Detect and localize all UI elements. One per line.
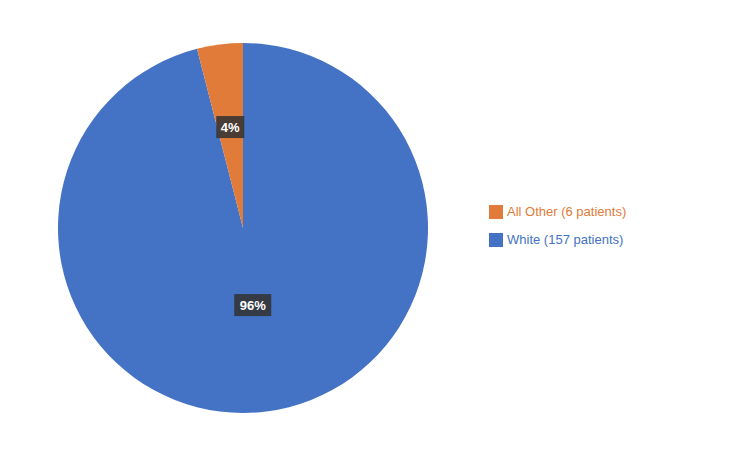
svg-text:96%: 96% xyxy=(240,298,266,313)
html-text:All Other (6 patients): All Other (6 patients) xyxy=(507,203,627,219)
html-text:White (157 patients): White (157 patients) xyxy=(507,231,624,247)
svg-text:4%: 4% xyxy=(221,120,240,135)
